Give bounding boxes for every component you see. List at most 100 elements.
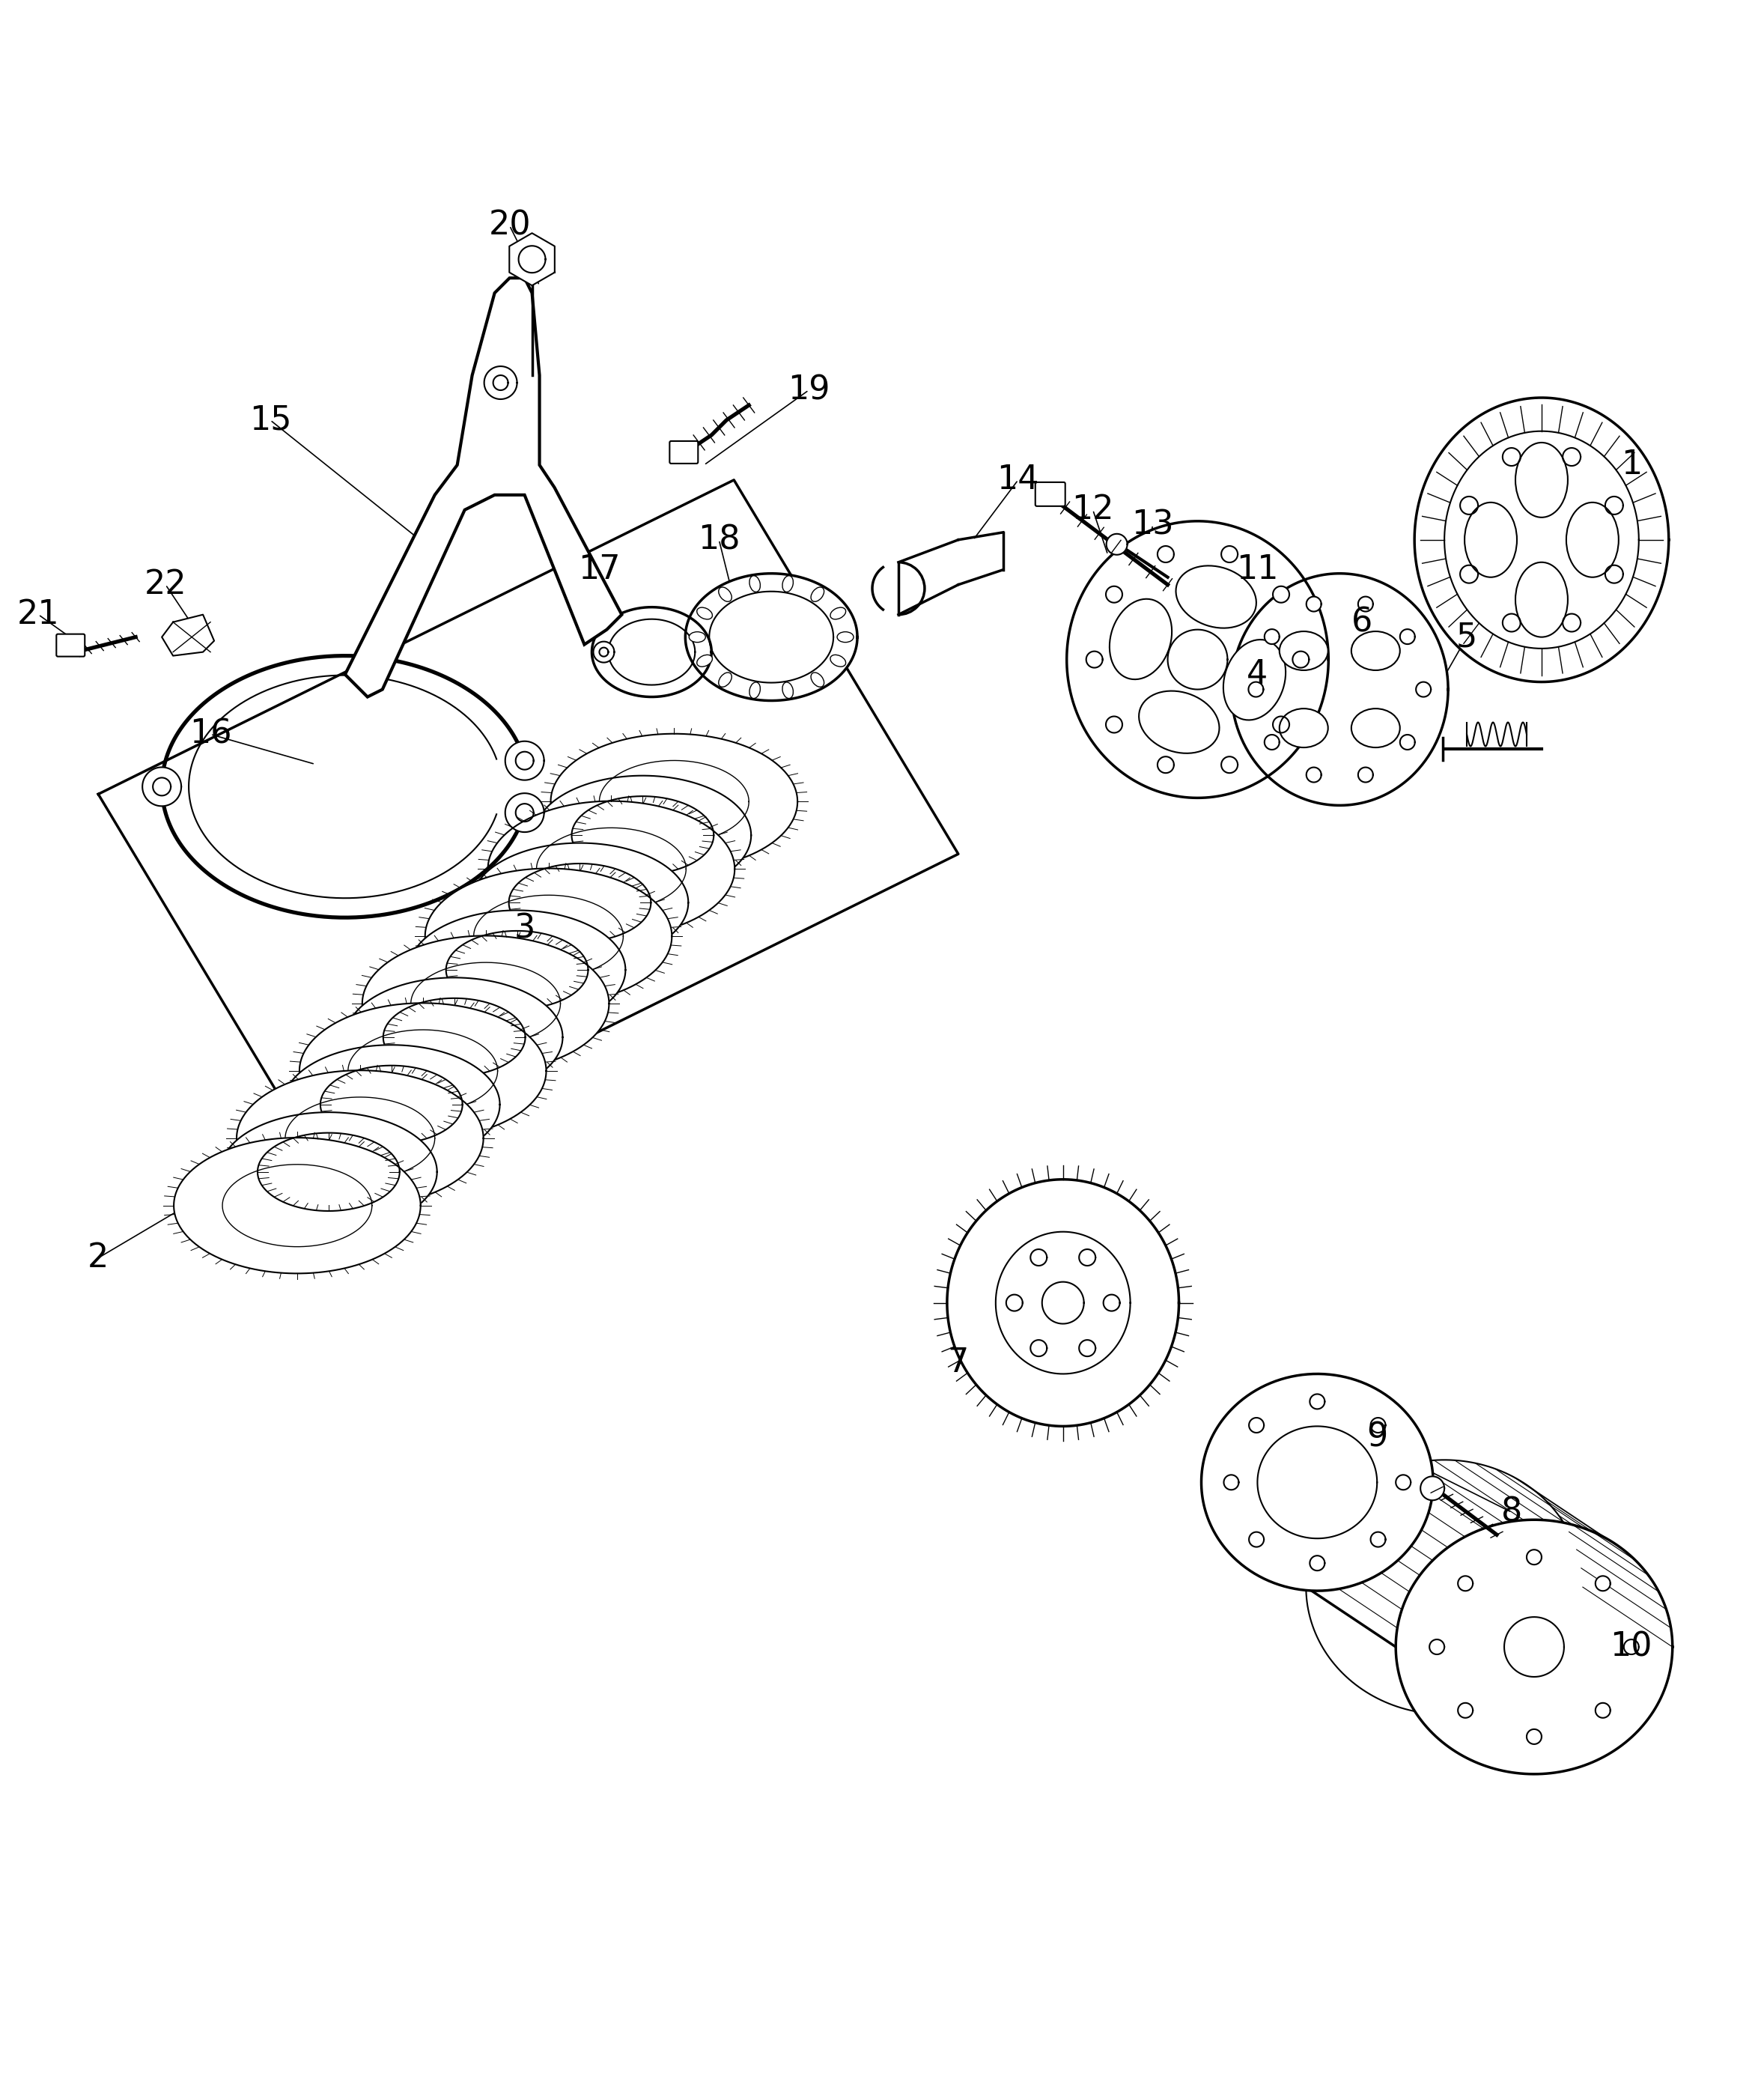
- Text: 21: 21: [18, 598, 60, 631]
- Ellipse shape: [1110, 600, 1171, 679]
- Polygon shape: [1106, 716, 1122, 733]
- Ellipse shape: [1515, 443, 1568, 516]
- Polygon shape: [1106, 533, 1127, 554]
- Polygon shape: [1309, 1555, 1325, 1570]
- Polygon shape: [593, 641, 614, 662]
- Polygon shape: [282, 1045, 499, 1164]
- Polygon shape: [1416, 683, 1431, 697]
- Ellipse shape: [1351, 631, 1401, 670]
- Text: 19: 19: [787, 375, 829, 406]
- Polygon shape: [1231, 573, 1448, 806]
- Polygon shape: [1293, 652, 1309, 668]
- Polygon shape: [1595, 1703, 1611, 1718]
- Polygon shape: [1080, 1341, 1095, 1355]
- Polygon shape: [947, 1178, 1178, 1426]
- Polygon shape: [362, 935, 609, 1072]
- Polygon shape: [1307, 768, 1321, 783]
- Ellipse shape: [1566, 502, 1619, 577]
- Polygon shape: [1457, 1703, 1473, 1718]
- Polygon shape: [236, 1070, 483, 1205]
- Polygon shape: [425, 868, 672, 1004]
- Ellipse shape: [690, 631, 706, 641]
- Polygon shape: [220, 1112, 437, 1233]
- Polygon shape: [1080, 1249, 1095, 1266]
- Ellipse shape: [1279, 631, 1328, 670]
- Polygon shape: [1249, 1418, 1265, 1432]
- Polygon shape: [1526, 1549, 1542, 1566]
- Polygon shape: [1307, 598, 1321, 612]
- Polygon shape: [1030, 1249, 1046, 1266]
- Ellipse shape: [783, 683, 794, 697]
- Ellipse shape: [811, 587, 824, 602]
- Text: 20: 20: [489, 210, 531, 242]
- Polygon shape: [1224, 1474, 1238, 1491]
- Polygon shape: [1563, 448, 1581, 466]
- Ellipse shape: [750, 683, 760, 697]
- Polygon shape: [505, 793, 543, 833]
- Polygon shape: [1309, 1395, 1325, 1410]
- Polygon shape: [1595, 1576, 1611, 1591]
- Polygon shape: [1461, 564, 1478, 583]
- Ellipse shape: [838, 631, 854, 641]
- Text: 7: 7: [947, 1347, 968, 1378]
- Ellipse shape: [1279, 708, 1328, 747]
- Ellipse shape: [697, 656, 713, 666]
- Polygon shape: [1371, 1532, 1385, 1547]
- Polygon shape: [483, 366, 517, 400]
- Ellipse shape: [697, 608, 713, 618]
- Polygon shape: [346, 979, 563, 1097]
- Ellipse shape: [718, 672, 732, 687]
- Ellipse shape: [1177, 566, 1256, 629]
- Text: 1: 1: [1621, 450, 1642, 481]
- Polygon shape: [1106, 587, 1122, 602]
- Polygon shape: [471, 843, 688, 962]
- Polygon shape: [1005, 1295, 1023, 1312]
- Text: 15: 15: [249, 404, 291, 437]
- Polygon shape: [1415, 398, 1669, 683]
- Text: 10: 10: [1611, 1630, 1653, 1664]
- Text: 14: 14: [997, 464, 1039, 496]
- Polygon shape: [1157, 545, 1173, 562]
- Polygon shape: [1221, 756, 1238, 772]
- Polygon shape: [1265, 735, 1279, 750]
- Ellipse shape: [831, 608, 845, 618]
- Polygon shape: [346, 279, 621, 697]
- Polygon shape: [1526, 1730, 1542, 1745]
- Polygon shape: [1605, 564, 1623, 583]
- Polygon shape: [1274, 716, 1289, 733]
- Polygon shape: [300, 1004, 547, 1139]
- Polygon shape: [1395, 1520, 1672, 1774]
- Polygon shape: [489, 802, 734, 937]
- Ellipse shape: [750, 577, 760, 591]
- Polygon shape: [1265, 629, 1279, 643]
- Polygon shape: [1358, 768, 1372, 783]
- Polygon shape: [1401, 629, 1415, 643]
- Text: 12: 12: [1073, 493, 1115, 527]
- Polygon shape: [162, 614, 213, 656]
- Text: 11: 11: [1237, 554, 1279, 585]
- Text: 5: 5: [1457, 620, 1478, 654]
- Polygon shape: [1358, 598, 1372, 612]
- Polygon shape: [175, 1137, 420, 1274]
- Ellipse shape: [1222, 639, 1286, 720]
- Text: 4: 4: [1247, 658, 1268, 691]
- Ellipse shape: [831, 656, 845, 666]
- Polygon shape: [1087, 652, 1102, 668]
- Polygon shape: [1503, 448, 1521, 466]
- Polygon shape: [1249, 683, 1263, 697]
- Polygon shape: [1157, 756, 1173, 772]
- Polygon shape: [1030, 1341, 1046, 1355]
- Ellipse shape: [1351, 708, 1401, 747]
- Text: 18: 18: [699, 525, 741, 556]
- Polygon shape: [593, 608, 711, 697]
- Text: 13: 13: [1131, 508, 1173, 541]
- Polygon shape: [510, 233, 554, 285]
- Polygon shape: [1371, 1418, 1385, 1432]
- Polygon shape: [143, 768, 182, 806]
- Polygon shape: [1067, 520, 1328, 797]
- Ellipse shape: [1140, 691, 1219, 754]
- Text: 3: 3: [513, 912, 534, 945]
- Ellipse shape: [811, 672, 824, 687]
- Polygon shape: [1201, 1374, 1432, 1591]
- FancyBboxPatch shape: [670, 441, 699, 464]
